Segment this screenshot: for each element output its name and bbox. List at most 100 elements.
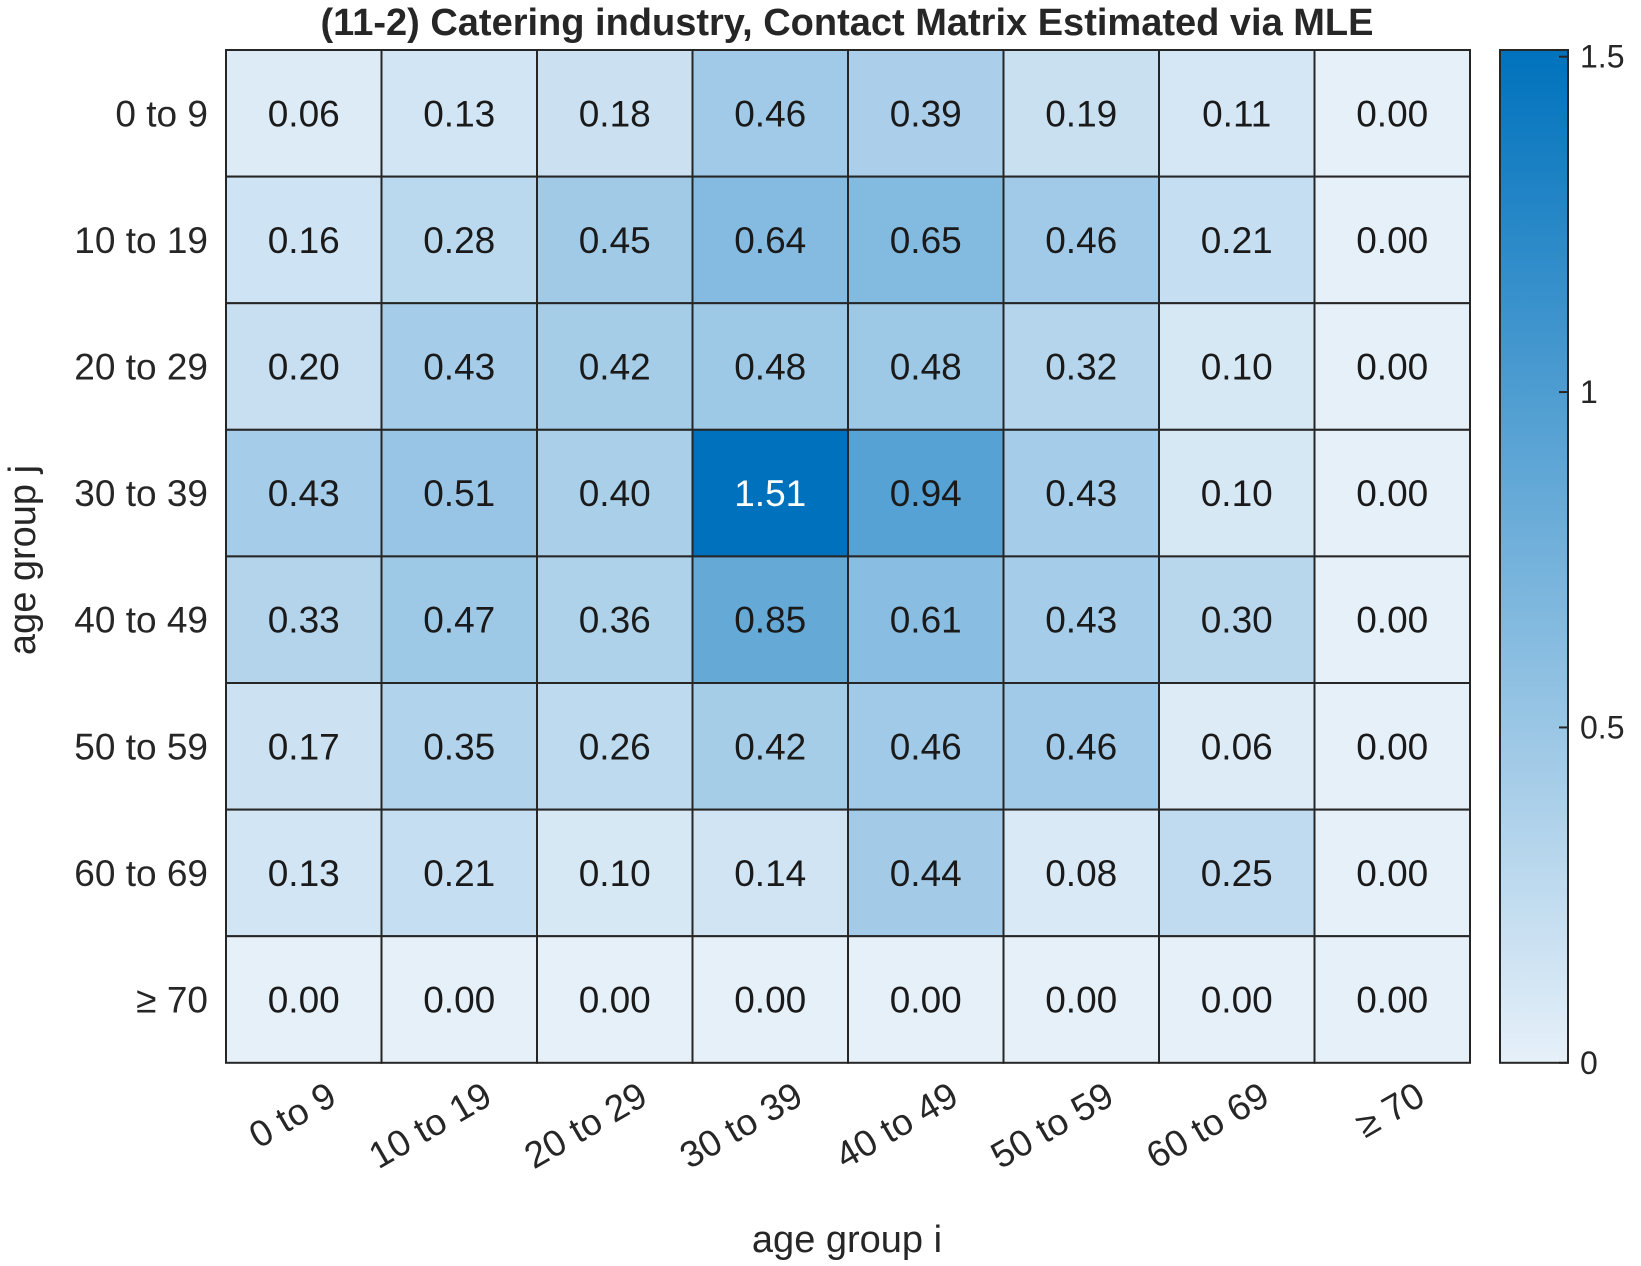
heatmap-cell <box>225 428 383 558</box>
heatmap-cell-value: 0.18 <box>579 93 651 134</box>
heatmap-cell <box>1002 808 1160 938</box>
heatmap-cell-value: 0.00 <box>423 980 495 1021</box>
heatmap-cell-value: 0.36 <box>579 600 651 641</box>
heatmap-cell <box>536 808 694 938</box>
heatmap-cell-value: 1.51 <box>734 473 806 514</box>
colorbar-gradient <box>1499 49 1569 1064</box>
heatmap-cell-value: 0.48 <box>734 347 806 388</box>
heatmap-cell-value: 0.45 <box>579 220 651 261</box>
heatmap-cell <box>1002 935 1160 1064</box>
y-axis-label: age group j <box>2 465 44 655</box>
heatmap-cell-value: 0.46 <box>890 726 962 767</box>
y-tick-label: 40 to 49 <box>74 600 208 641</box>
heatmap-cell <box>847 935 1005 1064</box>
heatmap-cell-value: 0.46 <box>1045 726 1117 767</box>
heatmap-cell <box>536 682 694 811</box>
heatmap-cell-value: 0.13 <box>268 853 340 894</box>
heatmap-cell <box>536 555 694 685</box>
heatmap-cell <box>691 49 849 178</box>
chart-title: (11-2) Catering industry, Contact Matrix… <box>321 2 1374 44</box>
heatmap-cell <box>225 302 383 431</box>
heatmap-cell-value: 0.06 <box>268 93 340 134</box>
heatmap-cell-value: 0.00 <box>1356 980 1428 1021</box>
heatmap-cell <box>1313 49 1471 178</box>
heatmap-cell-value: 0.00 <box>1356 473 1428 514</box>
heatmap-cell-value: 0.00 <box>1356 93 1428 134</box>
colorbar-tick-label: 1.5 <box>1580 39 1624 75</box>
x-tick-label: 20 to 29 <box>517 1074 653 1176</box>
heatmap-cell <box>847 555 1005 685</box>
heatmap-cell-value: 0.00 <box>1201 980 1273 1021</box>
heatmap-cell-value: 0.08 <box>1045 853 1117 894</box>
heatmap-cell <box>380 682 538 811</box>
heatmap-cell-value: 0.17 <box>268 726 340 767</box>
heatmap-cell <box>1002 49 1160 178</box>
heatmap-cell <box>225 808 383 938</box>
heatmap-cell <box>380 302 538 431</box>
x-tick-label: ≥ 70 <box>1349 1074 1432 1145</box>
heatmap-cell <box>691 555 849 685</box>
x-tick-label: 40 to 49 <box>828 1074 964 1176</box>
heatmap-cell <box>536 428 694 558</box>
heatmap-cell-value: 0.85 <box>734 600 806 641</box>
heatmap-cell <box>380 808 538 938</box>
y-tick-label: 50 to 59 <box>74 726 208 767</box>
heatmap-cells <box>225 49 1471 1064</box>
heatmap-cell <box>380 49 538 178</box>
heatmap-cell-value: 0.48 <box>890 347 962 388</box>
heatmap-cell-value: 0.14 <box>734 853 806 894</box>
heatmap-cell <box>1158 302 1316 431</box>
heatmap-cell-value: 0.94 <box>890 473 962 514</box>
heatmap-cell <box>1158 682 1316 811</box>
heatmap-cell <box>1002 682 1160 811</box>
heatmap-cell <box>536 49 694 178</box>
heatmap-cell <box>536 935 694 1064</box>
heatmap-cell-value: 0.32 <box>1045 347 1117 388</box>
heatmap-cell-value: 0.25 <box>1201 853 1273 894</box>
heatmap-cell <box>1002 175 1160 305</box>
heatmap-cell-value: 0.42 <box>579 347 651 388</box>
x-tick-label: 50 to 59 <box>984 1074 1120 1176</box>
heatmap-cell-value: 0.10 <box>579 853 651 894</box>
heatmap-cell-labels: 0.06 0.13 0.18 0.46 0.39 0.19 0.11 0.00 0.16 0.28… <box>268 93 1429 1020</box>
heatmap-cell-value: 0.00 <box>890 980 962 1021</box>
heatmap-cell <box>1158 555 1316 685</box>
x-axis-label: age group i <box>752 1219 942 1261</box>
y-tick-label: 10 to 19 <box>74 220 208 261</box>
heatmap-cell <box>1002 302 1160 431</box>
heatmap-cell-value: 0.46 <box>734 93 806 134</box>
heatmap-cell-value: 0.40 <box>579 473 651 514</box>
heatmap-cell-value: 0.43 <box>1045 600 1117 641</box>
heatmap-cell-value: 0.47 <box>423 600 495 641</box>
x-tick-label: 60 to 69 <box>1139 1074 1275 1176</box>
heatmap-cell <box>847 808 1005 938</box>
x-tick-label: 10 to 19 <box>362 1074 498 1176</box>
heatmap-cell <box>225 49 383 178</box>
heatmap-cell-value: 0.61 <box>890 600 962 641</box>
heatmap-cell <box>1313 935 1471 1064</box>
heatmap-cell-value: 0.10 <box>1201 473 1273 514</box>
heatmap-cell-value: 0.00 <box>1356 853 1428 894</box>
heatmap-cell <box>1158 808 1316 938</box>
y-tick-label: 0 to 9 <box>115 93 208 134</box>
heatmap-cell-value: 0.00 <box>1356 347 1428 388</box>
heatmap-cell <box>380 935 538 1064</box>
heatmap-cell-value: 0.26 <box>579 726 651 767</box>
heatmap-cell-value: 0.65 <box>890 220 962 261</box>
heatmap-cell-value: 0.10 <box>1201 347 1273 388</box>
heatmap-cell <box>1313 175 1471 305</box>
heatmap-cell <box>691 175 849 305</box>
heatmap-cell <box>1158 428 1316 558</box>
heatmap-cell-value: 0.51 <box>423 473 495 514</box>
heatmap-cell <box>536 302 694 431</box>
heatmap-cell-value: 0.00 <box>579 980 651 1021</box>
heatmap-cell-value: 0.21 <box>1201 220 1273 261</box>
colorbar: 0 0.5 1 1.5 <box>1499 39 1624 1081</box>
heatmap-cell <box>1313 682 1471 811</box>
heatmap-cell-value: 0.43 <box>268 473 340 514</box>
x-tick-label: 0 to 9 <box>242 1074 343 1156</box>
heatmap-cell <box>847 682 1005 811</box>
heatmap-cell <box>847 302 1005 431</box>
y-tick-labels: 0 to 9 10 to 19 20 to 29 30 to 39 40 to 49 50… <box>74 93 208 1020</box>
heatmap-cell <box>1313 302 1471 431</box>
